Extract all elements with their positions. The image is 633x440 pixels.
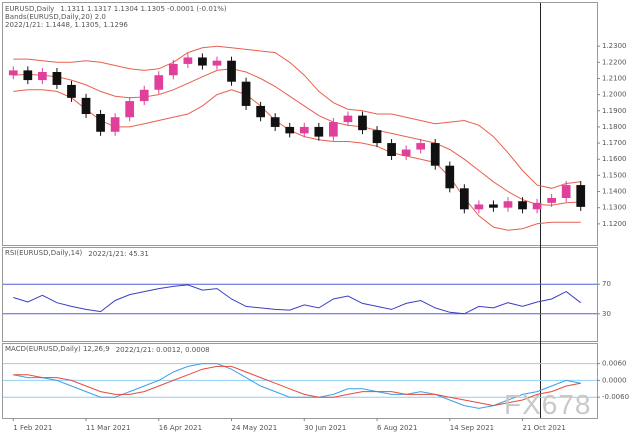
candle-body [503,201,513,208]
candle-body [212,60,222,66]
x-tick-label: 11 Mar 2021 [86,424,130,432]
panel-values: 1.1311 1.1317 1.1304 1.1305 -0.0001 (-0.… [60,5,227,13]
candle-body [81,97,91,114]
candle-body [299,126,309,134]
candle-body [67,84,76,98]
candle-body [168,63,178,76]
indicator-line [13,284,582,315]
candle-body [52,72,62,85]
candle-body [256,105,265,118]
candle-body [518,201,527,210]
indicator-line [13,363,581,409]
panel-title: MACD(EURUSD,Daily) 12,26,9 [5,345,110,353]
candle-body [445,165,455,189]
candle-body [532,202,542,210]
candle-body [387,143,396,156]
x-tick-label: 24 May 2021 [232,424,278,432]
indicator-label: Bands(EURUSD,Daily,20) 2.0 [5,13,106,21]
x-tick-label: 14 Sep 2021 [450,424,494,432]
indicator-line [13,89,581,231]
candle-body [459,188,469,210]
panel-values: 2022/1/21: 0.0012, 0.0008 [116,346,210,354]
y-tick-label: 1.2000 [602,91,627,99]
y-tick-label: 1.2200 [602,58,627,66]
panel-title: EURUSD,Daily [5,5,54,13]
x-tick-label: 1 Feb 2021 [13,424,52,432]
y-tick-label: 1.1500 [602,171,627,179]
y-tick-label: 1.1200 [602,220,627,228]
macd-panel [2,343,598,419]
y-tick-label: 1.1400 [602,188,627,196]
x-tick-label: 16 Apr 2021 [159,424,202,432]
candle-body [358,115,367,131]
panel-title: RSI(EURUSD,Daily,14) [5,249,83,257]
y-tick-label: 0.0000 [602,376,627,384]
y-tick-label: 1.1300 [602,204,627,212]
candle-body [474,204,484,210]
candle-body [227,60,236,82]
candle-body [547,198,556,203]
candle-body [8,70,18,76]
candle-body [23,70,33,81]
y-tick-label: -0.0060 [602,393,629,401]
y-tick-label: 1.2100 [602,74,627,82]
y-tick-label: 70 [602,280,611,288]
x-tick-label: 21 Oct 2021 [523,424,566,432]
candle-body [125,101,135,118]
indicator-label: 2022/1/21: 1.1448, 1.1305, 1.1296 [5,21,128,29]
y-tick-label: 1.2300 [602,42,627,50]
indicator-line [13,45,581,189]
y-tick-label: 1.1800 [602,123,627,131]
y-tick-label: 1.1700 [602,139,627,147]
candle-body [343,115,353,123]
candle-body [416,143,426,150]
candle-body [314,126,324,137]
candle-body [96,114,105,132]
indicator-line [13,68,581,206]
price-panel [2,2,598,246]
candle-body [329,122,338,137]
y-tick-label: 0.0060 [602,360,627,368]
candle-body [372,130,382,144]
candle-body [561,185,571,198]
candle-body [110,117,120,132]
watermark: FX678 [504,389,592,420]
candle-body [198,57,207,66]
indicator-line [13,365,581,407]
candle-body [576,185,586,207]
candle-body [430,143,440,166]
y-tick-label: 30 [602,310,611,318]
candle-body [38,72,47,81]
y-tick-label: 1.1900 [602,107,627,115]
candle-body [270,117,280,127]
candle-body [183,57,193,64]
candle-body [285,126,295,134]
panel-values: 2022/1/21: 45.31 [88,250,149,258]
candle-body [401,149,411,156]
candle-body [139,89,149,102]
rsi-panel [2,247,598,342]
candle-body [489,204,498,208]
x-tick-label: 30 Jun 2021 [304,424,346,432]
candle-body [241,81,251,106]
x-tick-label: 6 Aug 2021 [377,424,417,432]
candle-body [154,75,164,90]
y-tick-label: 1.1600 [602,155,627,163]
